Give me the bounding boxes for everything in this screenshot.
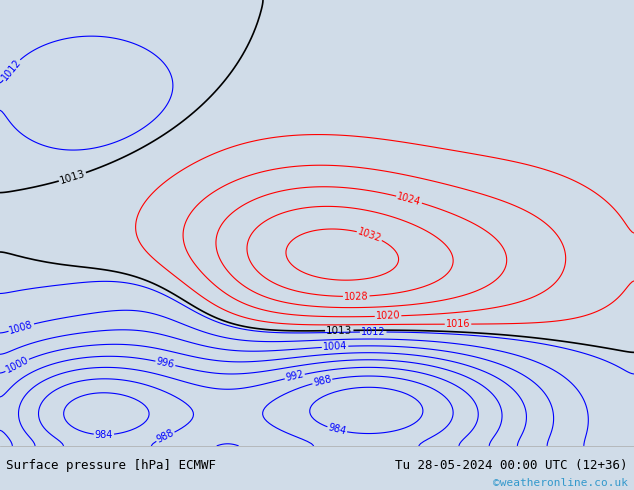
Text: 1012: 1012: [0, 57, 23, 82]
Text: 1024: 1024: [396, 192, 422, 207]
Text: Tu 28-05-2024 00:00 UTC (12+36): Tu 28-05-2024 00:00 UTC (12+36): [395, 459, 628, 472]
Text: 984: 984: [327, 423, 347, 437]
Text: 1000: 1000: [4, 355, 30, 375]
Text: 996: 996: [155, 356, 176, 370]
Text: 1004: 1004: [323, 341, 347, 352]
Text: 1013: 1013: [58, 168, 86, 186]
Text: 1016: 1016: [446, 319, 470, 329]
Text: Surface pressure [hPa] ECMWF: Surface pressure [hPa] ECMWF: [6, 459, 216, 472]
Text: 1008: 1008: [8, 319, 34, 336]
Text: 1012: 1012: [361, 327, 385, 337]
Text: 988: 988: [155, 428, 176, 445]
Text: 988: 988: [312, 374, 332, 388]
Text: 1032: 1032: [356, 226, 383, 244]
Text: 1013: 1013: [326, 325, 353, 336]
Text: 992: 992: [285, 369, 305, 383]
Text: ©weatheronline.co.uk: ©weatheronline.co.uk: [493, 478, 628, 488]
Text: 1028: 1028: [344, 291, 368, 302]
Text: 1020: 1020: [375, 311, 401, 321]
Text: 984: 984: [94, 430, 113, 440]
